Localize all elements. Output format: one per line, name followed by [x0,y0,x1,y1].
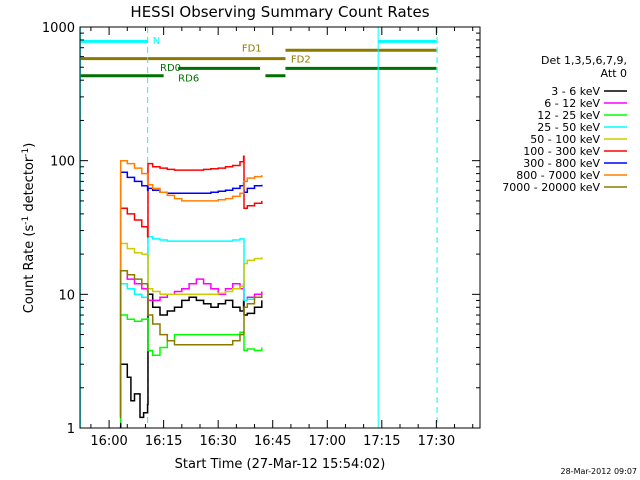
x-tick-label: 17:15 [363,434,400,449]
legend-header-line2: Att 0 [601,67,627,80]
y-axis-ticks: 1 10 100 1000 [42,21,480,437]
legend-entry-label: 50 - 100 keV [530,133,600,146]
x-tick-label: 17:00 [309,434,346,449]
y-tick-label: 100 [50,155,75,170]
legend-entry-label: 800 - 7000 keV [516,169,600,182]
x-tick-label: 16:45 [254,434,291,449]
chart-title: HESSI Observing Summary Count Rates [130,3,429,21]
y-tick-label: 1 [67,422,75,437]
flag-label-fd2: FD2 [291,55,311,66]
series-lines [119,155,263,428]
series-line-3 [119,235,263,419]
y-tick-label: 1000 [42,21,75,36]
legend-header-line1: Det 1,3,5,6,7,9, [541,54,627,67]
legend-entry-label: 300 - 800 keV [523,157,600,170]
series-line-2 [119,314,263,424]
legend-entry-label: 3 - 6 keV [551,85,600,98]
series-line-7 [119,159,263,419]
flag-label-fd1: FD1 [242,44,262,55]
flag-label-n: N [153,36,160,47]
x-tick-label: 17:30 [418,434,455,449]
plot-frame [79,26,481,429]
series-line-5 [119,155,263,419]
legend-entry-label: 100 - 300 keV [523,145,600,158]
x-tick-label: 16:30 [199,434,236,449]
timestamp: 28-Mar-2012 09:07 [561,467,638,476]
series-line-8 [119,270,263,419]
x-axis-label: Start Time (27-Mar-12 15:54:02) [175,457,386,472]
vertical-markers [79,27,438,428]
legend-entry-label: 6 - 12 keV [544,97,600,110]
x-tick-label: 16:00 [90,434,127,449]
series-line-4 [119,242,263,419]
flag-label-rd0: RD0 [160,63,181,74]
y-axis-label: Count Rate (s-1 detector-1) [21,143,37,314]
legend-entry-label: 12 - 25 keV [537,109,600,122]
x-tick-label: 16:15 [145,434,182,449]
y-tick-label: 10 [58,288,75,303]
flag-label-rd6: RD6 [178,73,199,84]
x-axis-ticks: 16:00 16:15 16:30 16:45 17:00 17:15 17:30 [90,27,474,449]
legend-entry-label: 7000 - 20000 keV [502,181,600,194]
legend-entry-label: 25 - 50 keV [537,121,600,134]
